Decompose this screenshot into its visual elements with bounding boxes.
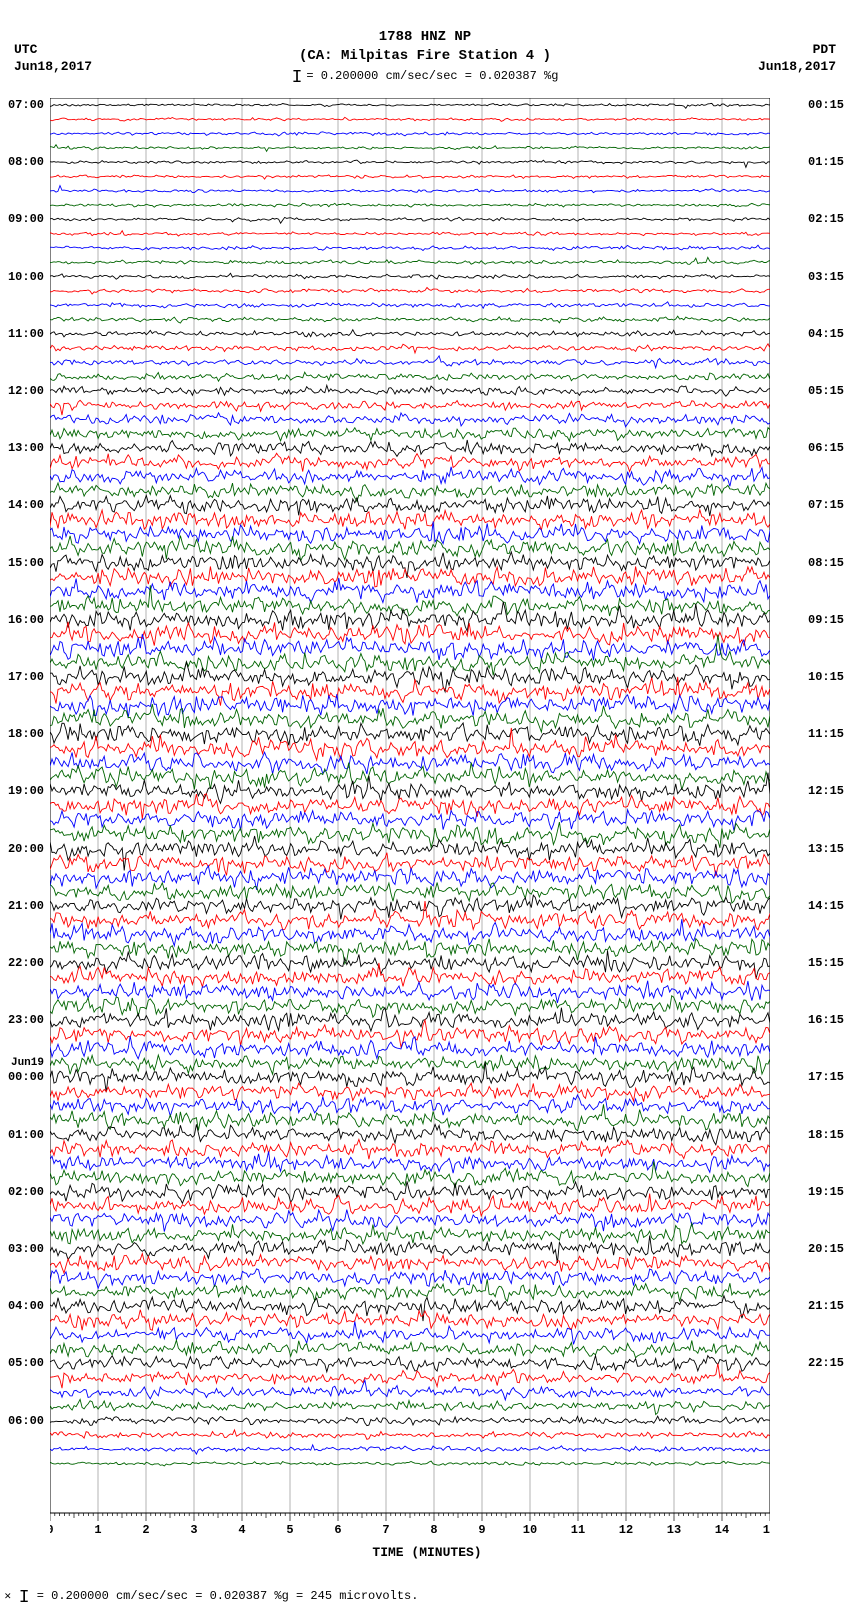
svg-text:1: 1 [94,1523,101,1537]
left-hour-label: 21:00 [8,899,44,913]
left-hour-label: 08:00 [8,155,44,169]
right-hour-label: 02:15 [808,212,844,226]
title-line1: 1788 HNZ NP [0,28,850,47]
svg-text:2: 2 [142,1523,149,1537]
right-hour-label: 03:15 [808,270,844,284]
right-hour-label: 14:15 [808,899,844,913]
right-hour-label: 20:15 [808,1242,844,1256]
left-hour-label: 19:00 [8,784,44,798]
left-hour-label: 01:00 [8,1128,44,1142]
left-hour-label: 11:00 [8,327,44,341]
left-hour-label: 06:00 [8,1414,44,1428]
left-hour-label: 23:00 [8,1013,44,1027]
right-hour-label: 21:15 [808,1299,844,1313]
svg-text:15: 15 [763,1523,770,1537]
left-hour-label: 12:00 [8,384,44,398]
right-hour-label: 00:15 [808,98,844,112]
svg-text:14: 14 [715,1523,729,1537]
left-hour-label: 15:00 [8,556,44,570]
svg-text:0: 0 [50,1523,54,1537]
left-hour-label: 18:00 [8,727,44,741]
svg-text:4: 4 [238,1523,245,1537]
svg-text:3: 3 [190,1523,197,1537]
svg-text:7: 7 [382,1523,389,1537]
right-hour-label: 07:15 [808,498,844,512]
right-hour-label: 17:15 [808,1070,844,1084]
footer-text: = 0.200000 cm/sec/sec = 0.020387 %g = 24… [37,1589,419,1603]
left-hour-label: 05:00 [8,1356,44,1370]
left-hour-label: 16:00 [8,613,44,627]
svg-text:6: 6 [334,1523,341,1537]
left-hour-label: 00:00 [8,1070,44,1084]
right-hour-label: 12:15 [808,784,844,798]
right-hour-label: 04:15 [808,327,844,341]
tz-left-label: UTC [14,42,92,59]
svg-text:12: 12 [619,1523,633,1537]
right-hour-label: 10:15 [808,670,844,684]
svg-text:8: 8 [430,1523,437,1537]
left-hour-label: 13:00 [8,441,44,455]
right-hour-label: 08:15 [808,556,844,570]
left-hour-label: 09:00 [8,212,44,226]
svg-text:11: 11 [571,1523,585,1537]
svg-text:9: 9 [478,1523,485,1537]
tz-right-label: PDT [758,42,836,59]
left-hour-label: 22:00 [8,956,44,970]
left-hour-label: 20:00 [8,842,44,856]
left-hour-label: 02:00 [8,1185,44,1199]
left-hour-label: 14:00 [8,498,44,512]
left-hour-label: 04:00 [8,1299,44,1313]
right-hour-label: 22:15 [808,1356,844,1370]
svg-text:10: 10 [523,1523,537,1537]
left-hour-label: 10:00 [8,270,44,284]
right-hour-label: 16:15 [808,1013,844,1027]
right-hour-label: 15:15 [808,956,844,970]
scale-indicator: I= 0.200000 cm/sec/sec = 0.020387 %g [0,66,850,90]
right-hour-label: 06:15 [808,441,844,455]
right-hour-label: 11:15 [808,727,844,741]
right-hour-label: 13:15 [808,842,844,856]
right-hour-label: 05:15 [808,384,844,398]
scale-text: = 0.200000 cm/sec/sec = 0.020387 %g [306,69,558,83]
svg-text:13: 13 [667,1523,681,1537]
left-hour-label: 07:00 [8,98,44,112]
right-hour-label: 18:15 [808,1128,844,1142]
left-hour-label: 03:00 [8,1242,44,1256]
right-hour-label: 01:15 [808,155,844,169]
date-change-label: Jun19 [11,1057,44,1069]
seismogram-plot: 0123456789101112131415 [50,98,770,1543]
right-hour-label: 19:15 [808,1185,844,1199]
svg-text:5: 5 [286,1523,293,1537]
right-hour-label: 09:15 [808,613,844,627]
xaxis-label: TIME (MINUTES) [50,1545,804,1560]
left-hour-label: 17:00 [8,670,44,684]
title-line2: (CA: Milpitas Fire Station 4 ) [0,47,850,66]
date-left-label: Jun18,2017 [14,59,92,76]
footer-scale: ✕ I = 0.200000 cm/sec/sec = 0.020387 %g … [0,1560,850,1618]
date-right-label: Jun18,2017 [758,59,836,76]
